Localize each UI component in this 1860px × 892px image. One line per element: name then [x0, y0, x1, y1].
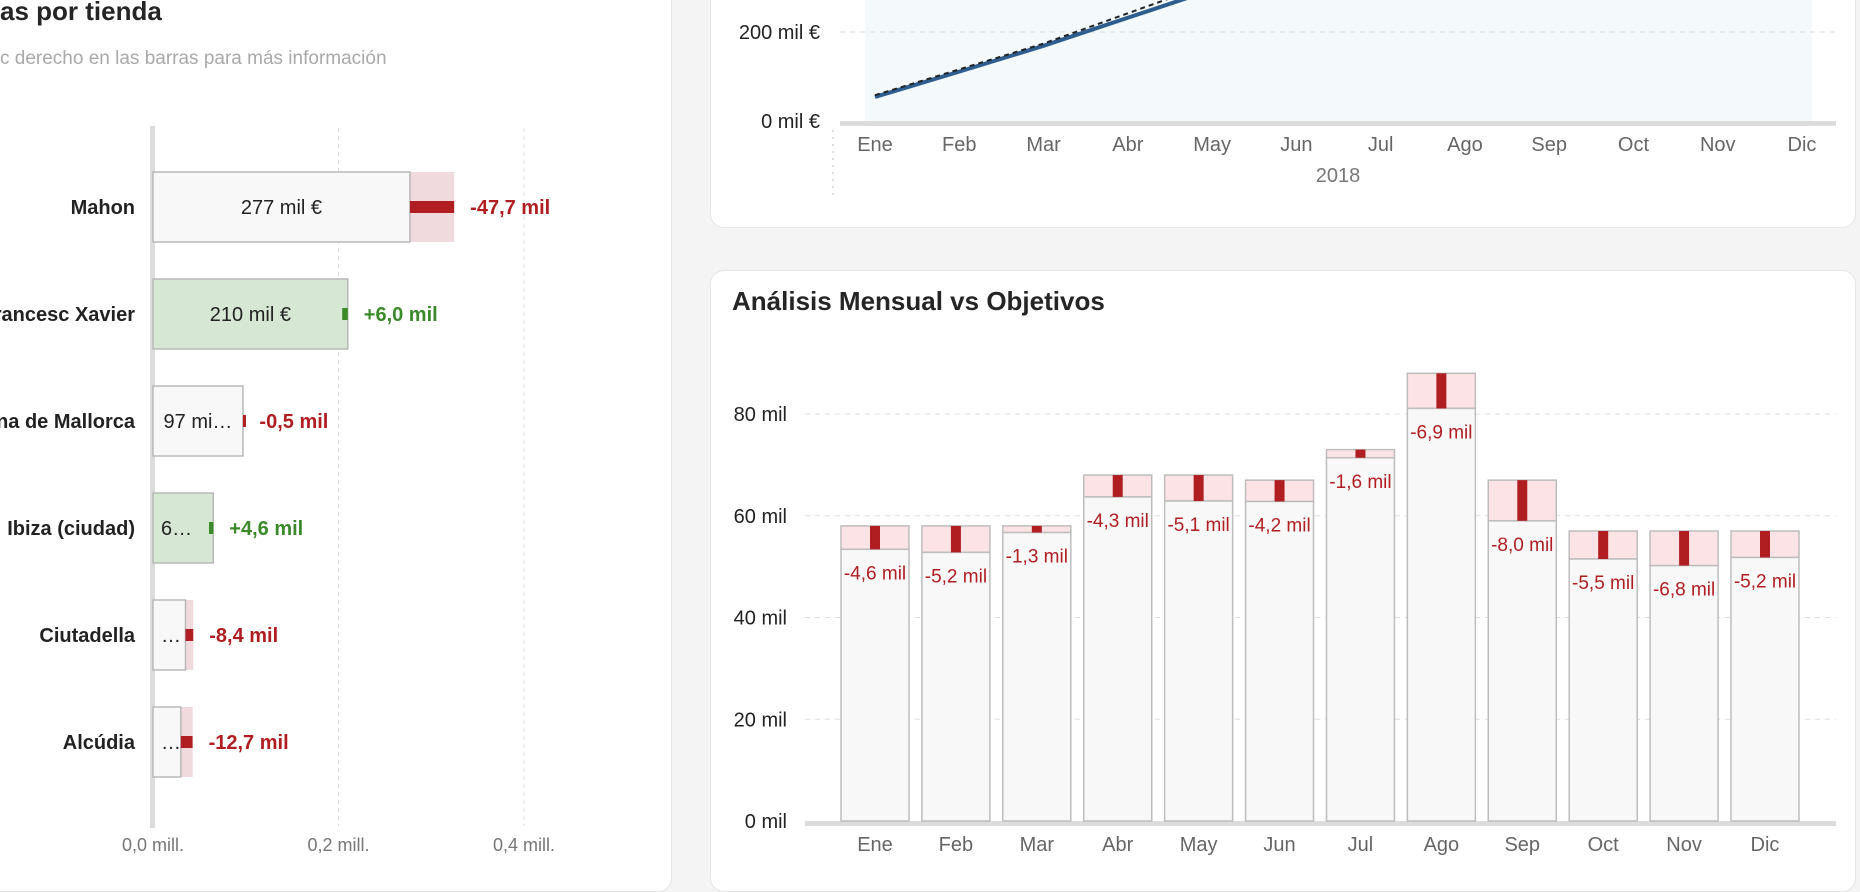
monthly-delta-label: -5,2 mil [925, 566, 987, 587]
delta-marker [1275, 480, 1285, 501]
monthly-bar[interactable] [1731, 557, 1799, 821]
month-tick-label: Mar [1020, 834, 1055, 856]
monthly-bar[interactable] [1407, 408, 1475, 821]
month-tick-label: Abr [1102, 834, 1133, 856]
month-tick-label: Dic [1751, 834, 1780, 856]
delta-marker [1194, 475, 1204, 501]
delta-marker [1598, 531, 1608, 559]
monthly-delta-label: -1,3 mil [1006, 547, 1068, 568]
monthly-bar[interactable] [1650, 566, 1718, 821]
month-tick-label: Ago [1424, 834, 1460, 856]
delta-marker [1113, 475, 1123, 497]
delta-marker [1517, 480, 1527, 521]
monthly-bar[interactable] [1326, 458, 1394, 821]
monthly-delta-label: -6,8 mil [1653, 580, 1715, 601]
month-tick-label: Oct [1588, 834, 1620, 856]
y-tick-label: 0 mil [745, 811, 787, 833]
monthly-bar[interactable] [1084, 497, 1152, 821]
monthly-bar[interactable] [1003, 533, 1071, 821]
y-tick-label: 60 mil [734, 506, 787, 528]
delta-marker [870, 526, 880, 549]
y-tick-label: 20 mil [734, 709, 787, 731]
monthly-delta-label: -8,0 mil [1491, 535, 1553, 556]
monthly-bar[interactable] [1246, 502, 1314, 821]
monthly-bar[interactable] [1165, 501, 1233, 821]
monthly-vs-target-chart: 0 mil 20 mil 40 mil 60 mil 80 mil -4,6 mil Ene… [0, 0, 1860, 864]
monthly-delta-label: -5,5 mil [1572, 573, 1634, 594]
delta-marker [1760, 531, 1770, 557]
monthly-bar[interactable] [841, 549, 909, 821]
month-tick-label: Jul [1348, 834, 1374, 856]
month-tick-label: Ene [857, 834, 893, 856]
delta-marker [1355, 450, 1365, 458]
month-tick-label: Jun [1263, 834, 1295, 856]
monthly-bar[interactable] [1488, 521, 1556, 821]
delta-marker [1436, 373, 1446, 408]
month-tick-label: Feb [939, 834, 973, 856]
month-tick-label: Nov [1666, 834, 1702, 856]
monthly-delta-label: -4,2 mil [1248, 516, 1310, 537]
delta-marker [951, 526, 961, 552]
delta-marker [1679, 531, 1689, 566]
monthly-delta-label: -4,6 mil [844, 563, 906, 584]
monthly-delta-label: -6,9 mil [1410, 422, 1472, 443]
monthly-delta-label: -5,2 mil [1734, 571, 1796, 592]
monthly-delta-label: -4,3 mil [1087, 511, 1149, 532]
delta-marker [1032, 526, 1042, 533]
y-tick-label: 80 mil [734, 404, 787, 426]
month-tick-label: Sep [1504, 834, 1540, 856]
monthly-delta-label: -5,1 mil [1167, 515, 1229, 536]
monthly-delta-label: -1,6 mil [1329, 472, 1391, 493]
monthly-bar[interactable] [922, 552, 990, 821]
y-tick-label: 40 mil [734, 608, 787, 630]
monthly-bar[interactable] [1569, 559, 1637, 821]
month-tick-label: May [1180, 834, 1218, 856]
